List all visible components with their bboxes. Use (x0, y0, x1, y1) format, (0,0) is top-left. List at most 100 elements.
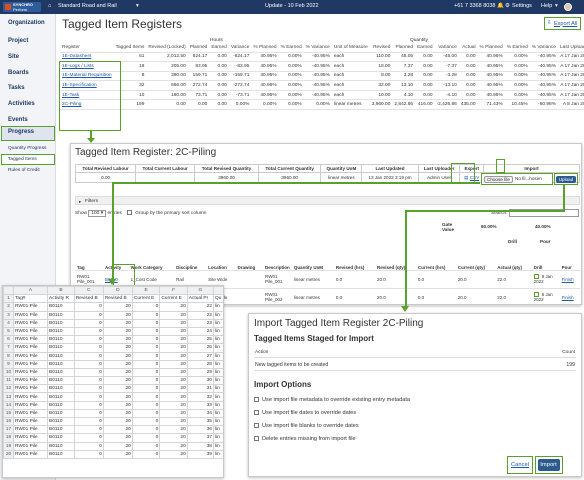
sheet-cell[interactable]: 0 (131, 335, 161, 345)
sheet-cell[interactable]: B0110 (47, 425, 75, 435)
avatar[interactable] (564, 3, 572, 11)
sheet-cell[interactable]: 20 (102, 425, 133, 435)
table-row[interactable]: 2C-Piling 199 0.00 0.00 0.00 0.00% 0.00% 0.00% 0… (60, 99, 584, 111)
col-pct-variance-qty[interactable]: % Variance (529, 43, 558, 53)
sheet-cell[interactable]: B0110 (47, 343, 75, 353)
table-row[interactable]: 1E-Material Requisition 8 390.00 159.71 0.00… (60, 71, 584, 82)
sheet-cell[interactable]: B0110 (47, 408, 75, 419)
sidebar-item-organization[interactable]: Organization (8, 20, 45, 26)
sheet-row-number[interactable]: 17 (3, 425, 14, 435)
sheet-cell[interactable]: 0 (131, 318, 161, 328)
sheet-cell[interactable]: B0110 (47, 433, 75, 443)
register-link[interactable]: 1E-Material Requisition (60, 71, 114, 82)
sheet-cell[interactable]: 20 (159, 318, 188, 328)
sheet-cell[interactable]: Revised B (102, 294, 133, 304)
sheet-cell[interactable]: 20 (102, 310, 133, 320)
sheet-cell[interactable]: 20 (159, 408, 188, 419)
sheet-cell[interactable]: 28 (186, 359, 214, 369)
sheet-cell[interactable]: 20 (102, 408, 133, 419)
sheet-cell[interactable]: 35 (186, 416, 214, 427)
sheet-cell[interactable]: RW01 Pile (13, 343, 48, 353)
project-selector[interactable]: Standard Road and Rail (58, 3, 117, 9)
sheet-cell[interactable]: 34 (186, 408, 214, 419)
sheet-col-letter[interactable]: D (102, 286, 133, 296)
sheet-cell[interactable]: lin (212, 425, 223, 435)
upload-button[interactable]: Upload (556, 175, 576, 183)
sheet-cell[interactable]: RW01 Pile (13, 449, 48, 459)
sheet-cell[interactable]: lin (212, 400, 223, 410)
sidebar-item-progress[interactable]: Progress (1, 126, 55, 141)
sheet-cell[interactable]: 0 (73, 302, 104, 312)
sheet-cell[interactable]: 20 (102, 449, 133, 459)
sheet-cell[interactable]: 37 (186, 433, 214, 443)
sheet-cell[interactable]: 20 (102, 302, 133, 312)
sheet-cell[interactable]: 20 (159, 326, 188, 337)
sheet-cell[interactable]: RW01 Pile (13, 441, 48, 451)
sidebar-item-tasks[interactable]: Tasks (8, 85, 25, 91)
sheet-cell[interactable]: 20 (159, 433, 188, 443)
sheet-cell[interactable]: 38 (186, 441, 214, 451)
file-chooser[interactable]: Choose file No fil...hosen (481, 173, 553, 185)
sheet-cell[interactable]: 20 (159, 302, 188, 312)
sheet-cell[interactable]: 22 (186, 302, 214, 312)
sheet-cell[interactable]: 24 (186, 326, 214, 337)
sheet-cell[interactable]: 0 (131, 359, 161, 369)
sheet-cell[interactable]: 0 (73, 400, 104, 410)
sheet-cell[interactable]: RW01 Pile (13, 433, 48, 443)
sheet-row-number[interactable]: 1 (3, 294, 14, 304)
tagged-col-header[interactable]: Work Category (128, 248, 175, 271)
sheet-cell[interactable]: 20 (102, 326, 133, 337)
sheet-cell[interactable]: B0110 (47, 326, 75, 337)
col-planned-qty[interactable]: Planned (392, 43, 416, 53)
sheet-cell[interactable]: 0 (73, 449, 104, 459)
help-chevron-icon[interactable]: ▾ (555, 3, 558, 9)
sidebar-subitem-quantity-progress[interactable]: Quantity Progress (8, 146, 47, 151)
sheet-col-letter[interactable]: A (13, 286, 48, 296)
sheet-cell[interactable]: Revised B (73, 294, 104, 304)
sheet-row-number[interactable]: 13 (3, 392, 14, 402)
sheet-row-number[interactable]: 2 (3, 302, 14, 312)
sheet-cell[interactable]: B0110 (47, 392, 75, 402)
sidebar-item-project[interactable]: Project (8, 38, 29, 44)
register-link[interactable]: 2C-Piling (60, 99, 114, 111)
sheet-cell[interactable]: 0 (73, 335, 104, 345)
sheet-cell[interactable]: 0 (73, 359, 104, 369)
sheet-cell[interactable]: 0 (131, 326, 161, 337)
option-dates-checkbox[interactable] (254, 410, 259, 416)
sheet-cell[interactable]: 0 (73, 408, 104, 419)
sheet-cell[interactable]: lin (212, 310, 223, 320)
import-button[interactable]: Import (537, 458, 560, 471)
sheet-cell[interactable]: 20 (159, 384, 188, 394)
sheet-cell[interactable]: 20 (102, 416, 133, 427)
sheet-cell[interactable]: RW01 Pile (13, 302, 48, 312)
tagged-col-header[interactable]: Discipline (174, 248, 207, 271)
tagged-col-header[interactable]: Revised (hrs) (333, 248, 376, 271)
col-pct-earned-qty[interactable]: % Earned (504, 43, 530, 53)
sheet-row-number[interactable]: 20 (3, 449, 14, 459)
sheet-cell[interactable]: 39 (186, 449, 214, 459)
sheet-cell[interactable]: 0 (131, 384, 161, 394)
sheet-row-number[interactable]: 15 (3, 408, 14, 419)
sheet-row-number[interactable]: 6 (3, 335, 14, 345)
sheet-cell[interactable]: 0 (73, 310, 104, 320)
sheet-cell[interactable]: 0 (73, 376, 104, 386)
sidebar-item-events[interactable]: Events (8, 117, 28, 123)
sheet-cell[interactable]: 0 (131, 310, 161, 320)
col-tagged-items[interactable]: Tagged Items (113, 43, 147, 53)
pour-link[interactable]: Finish (559, 270, 580, 289)
register-link[interactable]: 1E-Task (60, 90, 114, 101)
sheet-cell[interactable]: 0 (73, 343, 104, 353)
sheet-cell[interactable]: 20 (102, 367, 133, 378)
sheet-cell[interactable]: lin (212, 441, 223, 451)
tagged-col-header[interactable]: Drawing (235, 248, 264, 271)
tagged-col-header[interactable]: Actual (qty) (495, 248, 532, 271)
tagged-col-header[interactable]: Pour (559, 248, 580, 271)
update-label[interactable]: Update - 10 Feb 2022 (265, 3, 319, 9)
sheet-cell[interactable]: 0 (131, 433, 161, 443)
sheet-cell[interactable]: Current E (159, 294, 188, 304)
sheet-row-number[interactable]: 10 (3, 367, 14, 378)
sheet-cell[interactable]: RW01 Pile (13, 335, 48, 345)
sheet-cell[interactable]: 20 (102, 400, 133, 410)
sheet-cell[interactable]: 0 (131, 408, 161, 419)
col-revised-locked[interactable]: Revised (Locked) (146, 43, 188, 53)
